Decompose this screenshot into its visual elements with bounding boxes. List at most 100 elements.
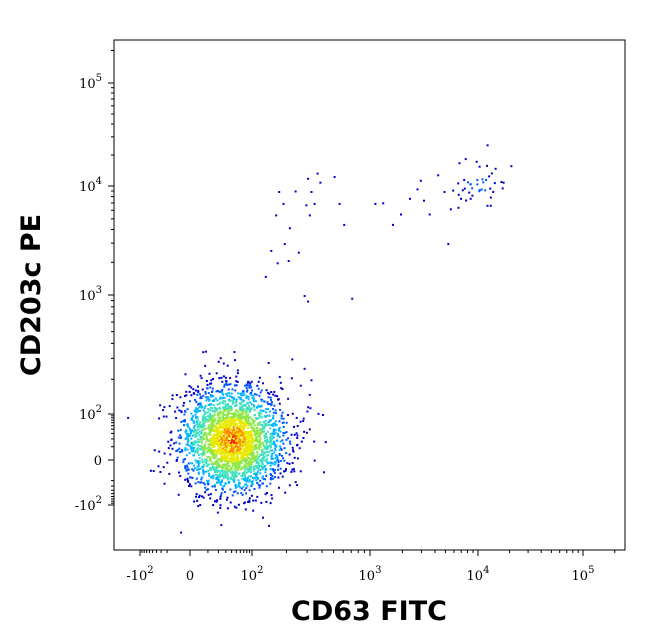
event-dot xyxy=(214,462,217,465)
event-dot xyxy=(221,397,224,400)
event-dot xyxy=(253,424,256,427)
event-dot xyxy=(206,470,209,473)
event-dot xyxy=(219,470,222,473)
event-dot xyxy=(234,412,237,415)
event-dot xyxy=(212,445,215,448)
event-dot xyxy=(271,437,273,440)
event-dot xyxy=(208,463,211,466)
event-dot xyxy=(228,452,231,455)
event-dot xyxy=(212,474,215,477)
event-dot xyxy=(226,423,229,426)
event-dot xyxy=(230,448,232,450)
event-dot xyxy=(235,422,238,425)
event-dot xyxy=(230,441,233,444)
event-dot xyxy=(269,464,272,467)
event-dot xyxy=(189,447,192,450)
event-dot xyxy=(248,435,251,438)
event-dot xyxy=(212,504,215,506)
event-dot xyxy=(259,454,262,457)
event-dot xyxy=(266,450,269,453)
event-dot xyxy=(203,445,206,447)
event-dot xyxy=(199,421,202,424)
event-dot xyxy=(288,227,291,230)
event-dot xyxy=(271,452,274,455)
event-dot xyxy=(255,460,258,463)
event-dot xyxy=(214,500,216,503)
event-dot xyxy=(246,420,249,423)
event-dot xyxy=(149,469,152,472)
event-dot xyxy=(244,464,247,467)
event-dot xyxy=(238,430,241,433)
event-dot xyxy=(271,432,274,435)
event-dot xyxy=(250,449,252,452)
event-dot xyxy=(265,445,268,448)
event-dot xyxy=(200,446,203,449)
event-dot xyxy=(220,451,223,453)
event-dot xyxy=(264,439,267,442)
event-dot xyxy=(197,463,200,465)
event-dot xyxy=(193,433,196,436)
event-dot xyxy=(186,448,189,451)
event-dot xyxy=(198,440,201,443)
event-dot xyxy=(230,444,233,447)
event-dot xyxy=(245,460,248,462)
event-dot xyxy=(238,419,241,422)
event-dot xyxy=(241,459,244,462)
event-dot xyxy=(250,391,253,394)
event-dot xyxy=(457,206,460,209)
event-dot xyxy=(222,430,225,433)
event-dot xyxy=(241,425,244,428)
event-dot xyxy=(267,403,270,405)
event-dot xyxy=(279,430,282,433)
event-dot xyxy=(220,411,223,414)
event-dot xyxy=(253,430,256,433)
event-dot xyxy=(281,388,284,391)
event-dot xyxy=(220,456,223,459)
event-dot xyxy=(196,408,199,411)
event-dot xyxy=(238,421,241,424)
event-dot xyxy=(194,429,197,431)
event-dot xyxy=(273,404,276,407)
event-dot xyxy=(213,410,216,413)
event-dot xyxy=(238,465,241,468)
event-dot xyxy=(216,414,219,417)
event-dot xyxy=(233,438,236,441)
event-dot xyxy=(181,449,184,452)
event-dot xyxy=(269,410,271,413)
event-dot xyxy=(262,463,265,466)
event-dot xyxy=(261,424,264,426)
event-dot xyxy=(196,466,199,469)
event-dot xyxy=(278,452,281,455)
event-dot xyxy=(183,401,185,404)
event-dot xyxy=(226,476,229,479)
event-dot xyxy=(199,395,202,398)
event-dot xyxy=(208,415,211,418)
event-dot xyxy=(197,403,199,406)
event-dot xyxy=(251,461,254,464)
event-dot xyxy=(251,458,254,461)
event-dot xyxy=(178,442,181,445)
event-dot xyxy=(305,431,308,434)
event-dot xyxy=(260,501,263,504)
event-dot xyxy=(211,455,214,458)
event-dot xyxy=(211,440,214,443)
event-dot xyxy=(250,430,253,433)
event-dot xyxy=(243,434,246,437)
event-dot xyxy=(279,445,282,448)
event-dot xyxy=(294,481,297,484)
event-dot xyxy=(292,449,294,452)
event-dot xyxy=(209,412,212,415)
event-dot xyxy=(223,455,226,458)
event-dot xyxy=(198,456,201,459)
event-dot xyxy=(260,389,263,392)
event-dot xyxy=(225,465,228,468)
event-dot xyxy=(277,459,280,462)
event-dot xyxy=(244,477,247,480)
event-dot xyxy=(186,423,189,426)
event-dot xyxy=(269,478,272,481)
event-dot xyxy=(197,447,200,450)
event-dot xyxy=(216,426,219,429)
event-dot xyxy=(241,436,244,439)
event-dot xyxy=(187,426,190,429)
event-dot xyxy=(255,462,258,464)
